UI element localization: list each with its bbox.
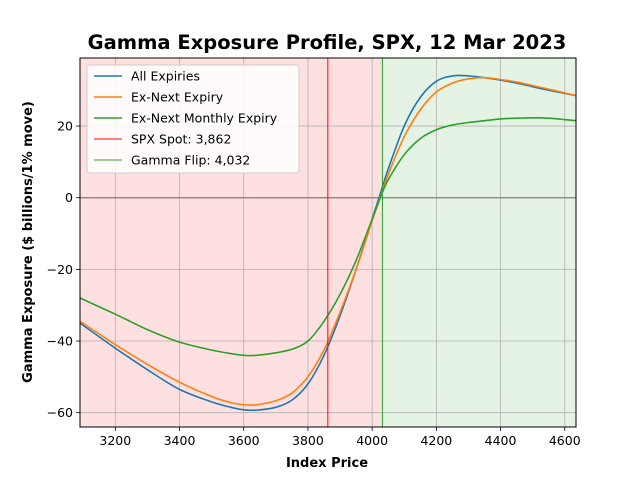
legend-label-spx-spot: SPX Spot: 3,862 [131, 132, 231, 147]
plot-frame [79, 57, 577, 428]
legend-frame [86, 64, 300, 174]
y-tick-label: −60 [47, 405, 73, 420]
reference-lines [327, 58, 383, 427]
y-axis-title: Gamma Exposure ($ billions/1% move) [21, 101, 36, 383]
x-tick-label: 4600 [549, 433, 581, 448]
series-line-1 [79, 76, 577, 406]
x-axis-title: Index Price [286, 456, 368, 471]
legend-label-gamma-flip: Gamma Flip: 4,032 [131, 153, 250, 168]
legend: All Expiries Ex-Next Expiry Ex-Next Mont… [86, 64, 300, 174]
x-tick-label: 3800 [292, 433, 324, 448]
y-tick-label: −20 [47, 262, 73, 277]
y-axis-ticks: −60 −40 −20 0 20 [47, 119, 80, 420]
x-tick-label: 4000 [356, 433, 388, 448]
x-tick-label: 3200 [99, 433, 131, 448]
chart-title: Gamma Exposure Profile, SPX, 12 Mar 2023 [88, 31, 567, 54]
x-tick-label: 4200 [420, 433, 452, 448]
legend-label-ex-next-expiry: Ex-Next Expiry [131, 90, 224, 105]
x-tick-label: 3400 [164, 433, 196, 448]
x-axis-ticks: 3200 3400 3600 3800 4000 4200 4400 4600 [99, 427, 581, 448]
series-lines [79, 74, 577, 412]
y-tick-label: 0 [65, 190, 73, 205]
legend-label-ex-next-monthly: Ex-Next Monthly Expiry [131, 111, 278, 126]
x-tick-label: 4400 [485, 433, 517, 448]
shaded-region-1 [382, 58, 576, 427]
y-tick-label: 20 [57, 119, 73, 134]
series-line-2 [79, 116, 577, 357]
y-tick-label: −40 [47, 334, 73, 349]
x-tick-label: 3600 [228, 433, 260, 448]
legend-label-all-expiries: All Expiries [131, 69, 200, 84]
